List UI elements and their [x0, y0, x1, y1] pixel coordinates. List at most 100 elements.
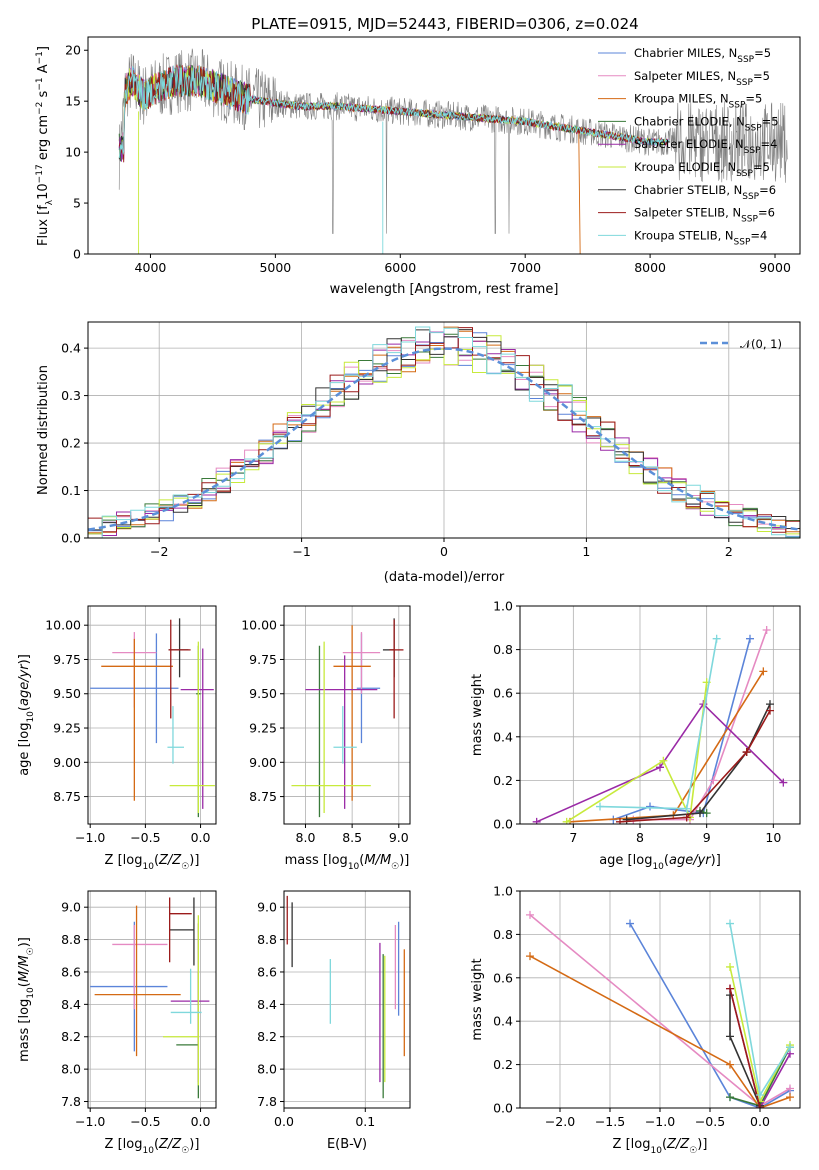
- age-mass-frame: [283, 605, 411, 825]
- label-part: Z [log: [613, 1137, 651, 1152]
- label-part: age [log: [599, 853, 652, 868]
- mw-z-plot: [526, 910, 794, 1108]
- mass-ebv-ytick-label: 8.8: [257, 932, 277, 947]
- label-part: −1: [35, 51, 45, 64]
- label-part: SSP: [737, 55, 754, 65]
- mass-weight-line: [599, 638, 718, 810]
- label-part: ☉: [689, 1146, 697, 1156]
- label-part: =5: [753, 160, 770, 174]
- age-mass-ytick-label: 9.00: [249, 755, 277, 770]
- mass-weight-marker: [659, 756, 668, 765]
- mass-weight-marker: [726, 1032, 734, 1041]
- label-part: (: [359, 853, 364, 868]
- label-part: SSP: [742, 192, 759, 202]
- residuals-frame: [87, 321, 801, 539]
- mass-ebv-xtick-label: 0.0: [274, 1114, 294, 1129]
- spectrum-plot: [118, 48, 788, 254]
- label-part: )]: [189, 1137, 199, 1152]
- legend-entry: Salpeter STELIB, NSSP=6: [634, 206, 775, 225]
- mw-z-ytick-label: 0.2: [493, 1057, 513, 1072]
- label-part: SSP: [729, 101, 746, 111]
- residual-histogram: [88, 326, 800, 534]
- mass-z-ytick-label: 7.8: [61, 1094, 81, 1109]
- label-part: SSP: [741, 215, 758, 225]
- mass-ebv-ytick-label: 8.2: [257, 1029, 277, 1044]
- mass-z-xtick-label: 0.0: [191, 1114, 211, 1129]
- label-part: s: [36, 90, 51, 101]
- mw-z-ytick-label: 0.4: [493, 1014, 513, 1029]
- mass-weight-marker: [726, 984, 734, 993]
- age-z-xtick-label: −1.0: [75, 830, 105, 845]
- mw-z-xtick-label: −2.0: [545, 1114, 575, 1129]
- legend-entry: Kroupa STELIB, NSSP=4: [634, 228, 767, 247]
- age-z-ytick-label: 8.75: [53, 789, 81, 804]
- mass-weight-marker: [786, 1084, 794, 1093]
- age-mass-ytick-label: 9.75: [249, 652, 277, 667]
- mass-weight-marker: [726, 1060, 734, 1069]
- mass-z-ytick-label: 8.2: [61, 1029, 81, 1044]
- label-part: Chabrier MILES, N: [634, 46, 737, 60]
- mass-weight-line: [536, 702, 784, 823]
- figure-title: PLATE=0915, MJD=52443, FIBERID=0306, z=0…: [251, 15, 638, 33]
- age-z-plot: [90, 618, 215, 818]
- mass-z-xtick-label: −1.0: [75, 1114, 105, 1129]
- age-mass-xlabel: mass [log10(M/M☉)]: [285, 853, 410, 872]
- mw-z-xtick-label: −1.5: [595, 1114, 625, 1129]
- label-part: 10: [26, 711, 36, 723]
- spectrum-xlabel: wavelength [Angstrom, rest frame]: [330, 282, 559, 297]
- mw-z-xtick-label: 0.0: [750, 1114, 770, 1129]
- spectrum-ytick-label: 15: [65, 94, 81, 109]
- mass-weight-marker: [696, 809, 704, 818]
- label-part: (: [154, 1137, 159, 1152]
- label-part: age/yr: [669, 853, 712, 868]
- label-part: ☉: [391, 862, 399, 872]
- residuals-ytick-label: 0.0: [61, 531, 81, 546]
- mw-z-xtick-label: −1.0: [645, 1114, 675, 1129]
- label-part: mass [log: [17, 999, 32, 1062]
- mass-ebv-ytick-label: 8.6: [257, 964, 277, 979]
- label-part: mass [log: [285, 853, 348, 868]
- label-part: )]: [17, 937, 32, 947]
- label-part: (: [17, 706, 32, 711]
- mw-z-frame: [519, 890, 801, 1109]
- legend-entry: Salpeter MILES, NSSP=5: [634, 69, 770, 88]
- label-part: Z/Z: [158, 1137, 182, 1152]
- mass-weight-marker: [622, 815, 631, 824]
- label-part: −17: [35, 164, 45, 183]
- normal-curve: [88, 347, 800, 531]
- label-part: (: [154, 853, 159, 868]
- mass-weight-marker: [726, 919, 734, 928]
- age-z-ytick-label: 10.00: [45, 618, 81, 633]
- age-mass-ytick-label: 9.25: [249, 721, 277, 736]
- label-part: M/M: [364, 853, 391, 868]
- mass-weight-line: [619, 710, 771, 823]
- mass-ebv-ytick-label: 8.0: [257, 1062, 277, 1077]
- label-part: 10: [652, 862, 664, 872]
- residuals-xtick-label: 2: [725, 544, 733, 559]
- residuals-ytick-label: 0.2: [61, 436, 81, 451]
- label-part: −1: [35, 77, 45, 90]
- mass-weight-marker: [596, 802, 604, 811]
- label-part: SSP: [744, 146, 761, 156]
- mass-z-frame: [87, 890, 217, 1109]
- spectrum-frame: [87, 36, 801, 255]
- label-part: Z [log: [105, 1137, 143, 1152]
- mass-weight-line: [629, 923, 791, 1108]
- label-part: ☉: [181, 1146, 189, 1156]
- mw-z-ylabel: mass weight: [470, 958, 485, 1040]
- label-part: Salpeter STELIB, N: [634, 206, 741, 220]
- mass-weight-line: [626, 703, 771, 821]
- spectrum-ylabel: Flux [fλ10−17 erg cm−2 s−1 A−1]: [35, 46, 55, 246]
- label-part: 10: [348, 862, 360, 872]
- spectrum-ytick-label: 5: [73, 196, 81, 211]
- mw-age-xlabel: age [log10(age/yr)]: [599, 853, 721, 872]
- mass-ebv-ytick-label: 7.8: [257, 1094, 277, 1109]
- residuals-ytick-label: 0.3: [61, 388, 81, 403]
- mass-weight-marker: [786, 1043, 794, 1052]
- mw-z-xlabel: Z [log10(Z/Z☉)]: [613, 1137, 708, 1156]
- residuals-xtick-label: 1: [582, 544, 590, 559]
- residuals-ylabel: Normed distribution: [36, 365, 51, 495]
- mw-z-ytick-label: 0.6: [493, 970, 513, 985]
- label-part: λ: [45, 199, 55, 205]
- label-part: =5: [762, 114, 779, 128]
